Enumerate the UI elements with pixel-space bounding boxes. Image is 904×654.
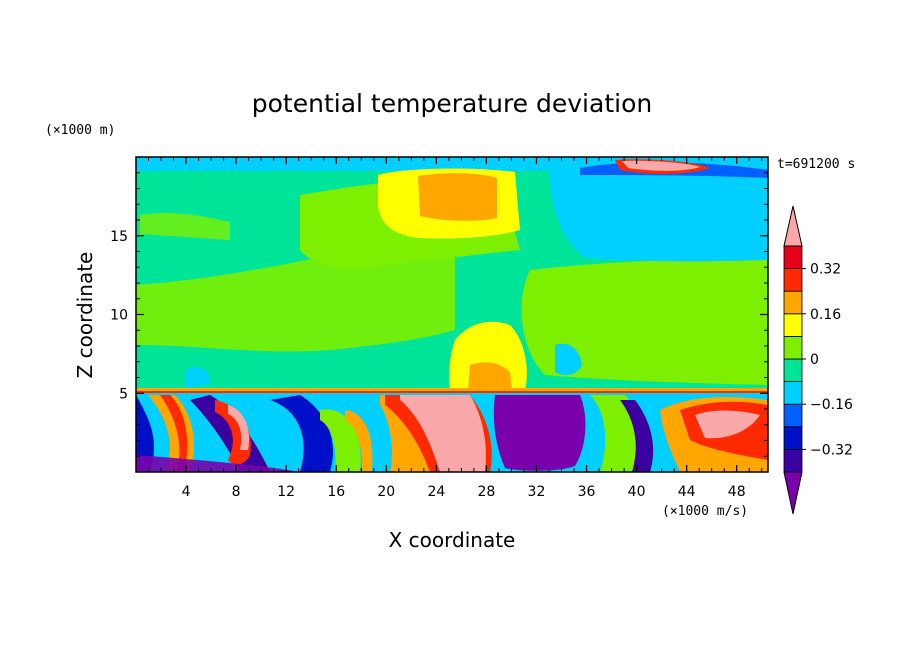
colorbar-label: −0.16 bbox=[810, 397, 853, 413]
x-tick-label: 32 bbox=[528, 484, 546, 500]
y-tick-label: 5 bbox=[119, 386, 128, 402]
colorbar: 0.32 0.16 0 −0.16 −0.32 bbox=[783, 205, 853, 515]
chart-title: potential temperature deviation bbox=[252, 89, 652, 118]
y-tick-label: 15 bbox=[110, 229, 128, 245]
x-tick-label: 36 bbox=[578, 484, 596, 500]
x-tick-label: 40 bbox=[628, 484, 646, 500]
colorbar-label: 0 bbox=[810, 352, 819, 368]
x-axis-label: X coordinate bbox=[389, 528, 516, 552]
x-tick-label: 28 bbox=[478, 484, 496, 500]
colorbar-swatch bbox=[783, 335, 803, 360]
y-tick-label: 10 bbox=[110, 308, 128, 324]
x-tick-label: 24 bbox=[427, 484, 445, 500]
y-axis-ticks: 5 10 15 bbox=[110, 172, 768, 457]
x-tick-label: 44 bbox=[678, 484, 696, 500]
x-tick-label: 12 bbox=[277, 484, 295, 500]
colorbar-swatch bbox=[783, 448, 803, 473]
y-axis-label: Z coordinate bbox=[73, 252, 97, 379]
y-units-label: (×1000 m) bbox=[45, 123, 115, 138]
x-axis-ticks: 4 8 12 16 20 24 28 32 36 40 44 48 bbox=[148, 157, 763, 500]
colorbar-label: 0.32 bbox=[810, 262, 841, 278]
x-units-label: (×1000 m/s) bbox=[662, 504, 748, 519]
time-label: t=691200 s bbox=[777, 157, 855, 172]
colorbar-swatch bbox=[783, 290, 803, 315]
x-tick-label: 16 bbox=[327, 484, 345, 500]
colorbar-extend-low bbox=[783, 471, 803, 515]
colorbar-label: 0.16 bbox=[810, 307, 841, 323]
x-tick-label: 8 bbox=[232, 484, 241, 500]
x-tick-label: 4 bbox=[182, 484, 191, 500]
colorbar-swatch bbox=[783, 245, 803, 270]
x-tick-label: 48 bbox=[728, 484, 746, 500]
contour-field bbox=[136, 157, 768, 472]
colorbar-swatch bbox=[783, 403, 803, 428]
x-tick-label: 20 bbox=[377, 484, 395, 500]
colorbar-swatch bbox=[783, 313, 803, 337]
colorbar-swatch bbox=[783, 268, 803, 292]
colorbar-extend-high bbox=[783, 205, 803, 247]
colorbar-swatch bbox=[783, 381, 803, 405]
colorbar-swatch bbox=[783, 358, 803, 383]
colorbar-swatch bbox=[783, 426, 803, 450]
colorbar-label: −0.32 bbox=[810, 442, 853, 458]
